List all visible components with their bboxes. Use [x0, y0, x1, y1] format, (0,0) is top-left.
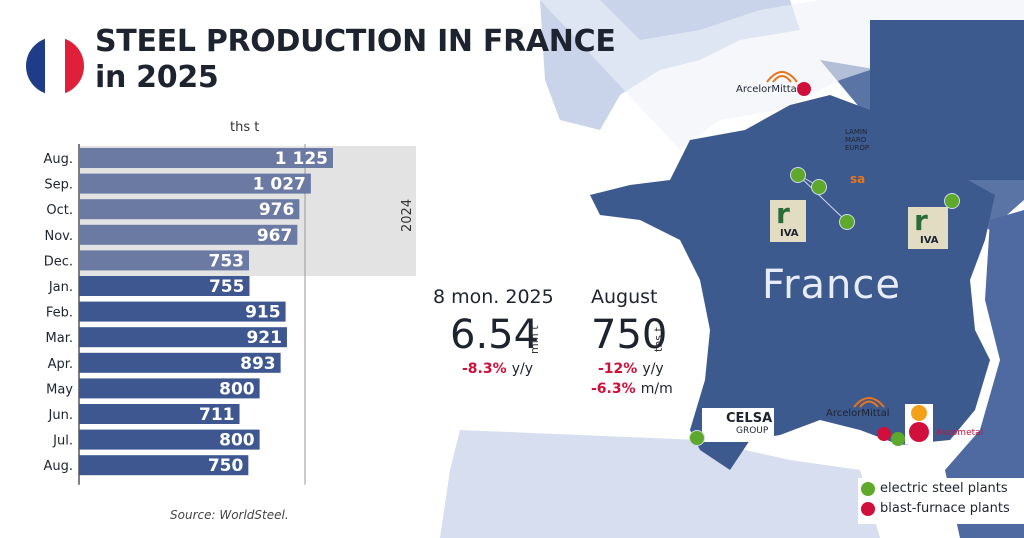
category-label-11: Jul.: [52, 434, 73, 449]
period-change-yoy: -8.3% y/y: [462, 358, 533, 377]
bar-value-label-0: 1 125: [275, 149, 328, 169]
riva-logo-2-text: IVA: [920, 235, 939, 246]
arcelormittal-top-label: ArcelorMittal: [736, 84, 800, 95]
bar-9: [79, 378, 260, 399]
arcelormittal-south-logo-icon: [853, 397, 885, 408]
bar-value-label-12: 750: [208, 456, 244, 476]
bar-6: [79, 301, 286, 322]
category-label-7: Mar.: [46, 331, 73, 346]
month-unit: ths t: [652, 327, 665, 352]
france-flag-icon: [26, 37, 84, 95]
bar-11: [79, 429, 260, 450]
spain-landmass: [440, 430, 880, 538]
map-overlay-box: [870, 20, 1024, 180]
category-label-10: Jun.: [48, 408, 73, 423]
bar-value-label-8: 893: [240, 354, 276, 374]
electric-plant-celsa: [689, 430, 705, 446]
riva-logo-1-letter: r: [776, 197, 790, 230]
bar-value-label-9: 800: [219, 379, 255, 399]
riva-logo-1: r IVA: [770, 200, 806, 242]
month-change-yoy-value: -12%: [598, 361, 638, 377]
period-change-yoy-value: -8.3%: [462, 361, 507, 377]
bar-3: [79, 224, 298, 245]
month-value: 750: [591, 312, 668, 358]
ascometal-label: Ascometal: [936, 428, 984, 438]
bar-2: [79, 199, 300, 220]
legend-blast-label: blast-furnace plants: [880, 501, 1010, 516]
celsa-group-label: GROUP: [736, 426, 769, 436]
electric-plant-3: [839, 214, 855, 230]
category-label-6: Feb.: [46, 306, 73, 321]
category-label-3: Nov.: [45, 229, 74, 244]
neighbour-land-east: [945, 210, 1024, 538]
laminoir-label: LAMIN MARO EUROP: [845, 128, 870, 152]
bar-1: [79, 173, 311, 194]
legend: electric steel plants blast-furnace plan…: [858, 478, 1024, 524]
period-value: 6.54: [450, 312, 540, 358]
bar-value-label-2: 976: [259, 200, 295, 220]
bar-value-label-11: 800: [219, 431, 255, 451]
legend-blast-dot: [861, 502, 875, 516]
bar-value-label-10: 711: [199, 405, 235, 425]
legend-electric-dot: [861, 482, 875, 496]
month-change-yoy-suffix: y/y: [642, 361, 664, 377]
bar-12: [79, 455, 249, 476]
title-line-2: in 2025: [95, 60, 219, 95]
bar-chart: 1 125 Aug. 1 027 Sep. 976 Oct. 967 Nov. 753 Dec. 7…: [43, 144, 416, 485]
bar-value-label-5: 755: [209, 277, 245, 297]
category-label-8: Apr.: [48, 357, 73, 372]
month-heading: August: [591, 286, 658, 308]
period-change-yoy-suffix: y/y: [511, 361, 534, 377]
bar-value-label-3: 967: [257, 226, 293, 246]
bar-value-label-7: 921: [246, 328, 282, 348]
bar-8: [79, 352, 281, 373]
france-landmass: [590, 95, 995, 470]
saarstahl-label: sa: [850, 172, 866, 186]
category-label-0: Aug.: [43, 152, 73, 167]
title-line-1: STEEL PRODUCTION IN FRANCE: [95, 24, 616, 59]
bar-5: [79, 276, 250, 296]
month-change-mom: -6.3% m/m: [591, 378, 673, 397]
blast-furnace-plant-fos: [877, 427, 891, 441]
category-label-9: May: [46, 382, 73, 397]
unit-label: ths t: [230, 120, 260, 135]
category-label-4: Dec.: [44, 254, 73, 269]
year-2024-label: 2024: [400, 198, 415, 232]
category-label-12: Aug.: [43, 459, 73, 474]
page-title: STEEL PRODUCTION IN FRANCE in 2025: [95, 24, 616, 96]
celsa-logo: CELSA GROUP: [702, 408, 774, 442]
electric-plant-2: [811, 179, 827, 195]
bar-value-label-1: 1 027: [253, 175, 306, 195]
riva-logo-2: r IVA: [908, 207, 948, 249]
category-label-5: Jan.: [48, 280, 73, 295]
electric-plant-1: [790, 167, 806, 183]
source-note: Source: WorldSteel.: [170, 508, 289, 522]
bar-0: [79, 148, 333, 168]
celsa-label: CELSA: [726, 411, 773, 426]
riva-logo-2-letter: r: [914, 204, 928, 237]
period-heading: 8 mon. 2025: [433, 286, 554, 308]
category-label-2: Oct.: [46, 203, 73, 218]
bar-value-label-6: 915: [245, 303, 281, 323]
arcelormittal-south-label: ArcelorMittal: [826, 408, 890, 419]
arcelormittal-logo-icon: [766, 71, 798, 83]
blast-furnace-plant-dunkirk: [797, 82, 811, 96]
bar-4: [79, 250, 250, 271]
category-label-1: Sep.: [44, 178, 73, 193]
bar-10: [79, 404, 240, 424]
bar-value-label-4: 753: [209, 251, 245, 271]
riva-logo-1-text: IVA: [780, 228, 799, 239]
period-unit: mln t: [528, 325, 541, 354]
month-change-mom-suffix: m/m: [640, 381, 673, 397]
country-label: France: [762, 262, 902, 308]
ascometal-logo-icon: [909, 405, 929, 442]
legend-electric-label: electric steel plants: [880, 481, 1008, 496]
month-change-mom-value: -6.3%: [591, 381, 636, 397]
electric-plant-4: [944, 193, 960, 209]
bar-7: [79, 327, 287, 348]
month-change-yoy: -12% y/y: [598, 358, 664, 377]
electric-plant-fos: [891, 432, 905, 446]
